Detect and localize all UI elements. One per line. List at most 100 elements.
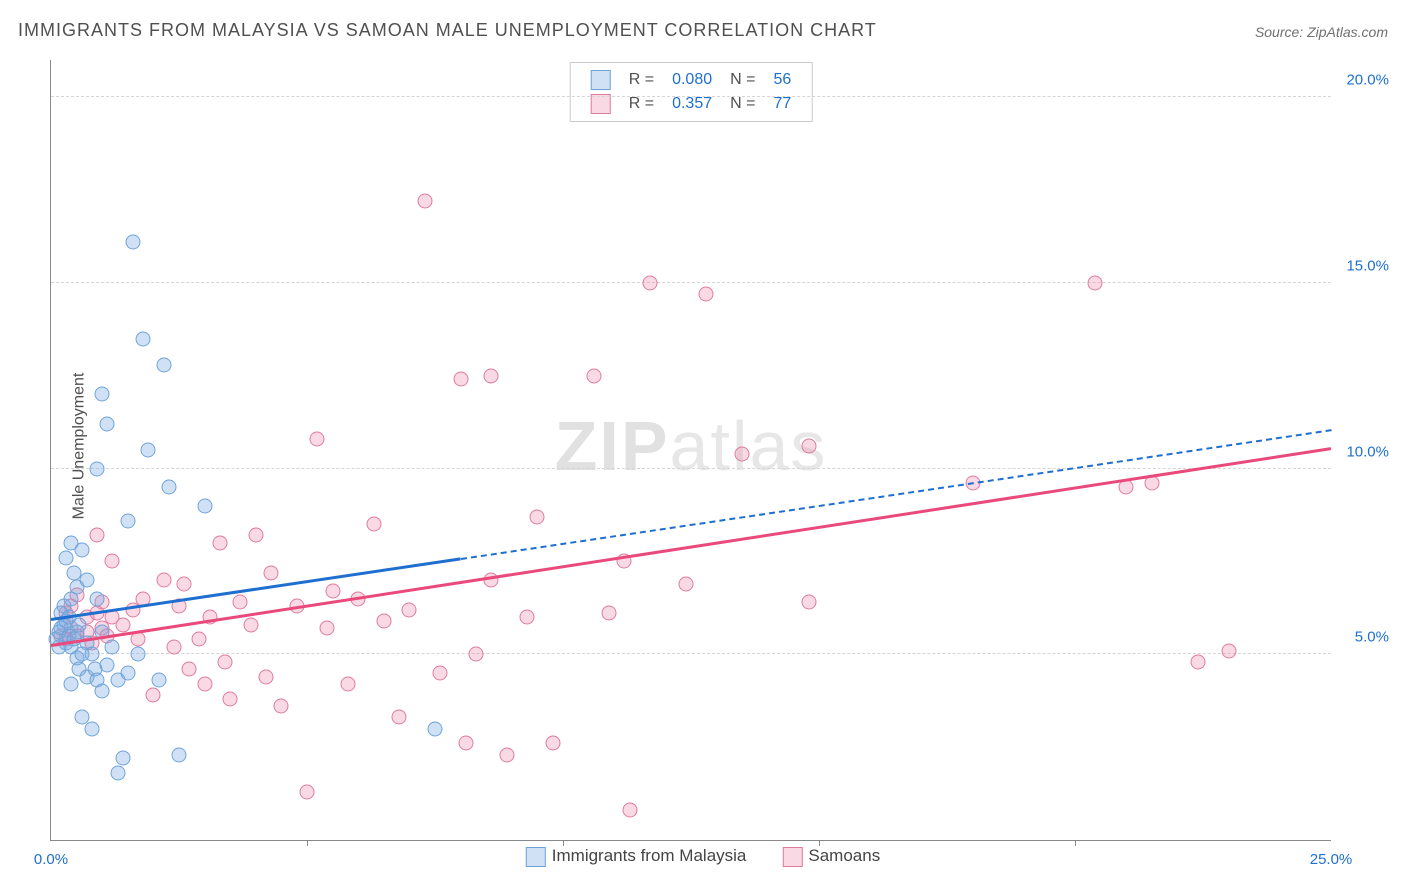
legend-label: Immigrants from Malaysia [552, 846, 747, 865]
data-point [95, 684, 110, 699]
gridline [51, 96, 1331, 97]
y-tick-label: 20.0% [1339, 72, 1389, 89]
data-point [197, 498, 212, 513]
series-legend: Immigrants from Malaysia Samoans [508, 846, 898, 867]
data-point [340, 677, 355, 692]
data-point [545, 736, 560, 751]
legend-row: R =0.080N =56 [583, 69, 800, 91]
trend-line [460, 429, 1331, 560]
data-point [366, 517, 381, 532]
legend-swatch [591, 70, 611, 90]
x-tick-label: 25.0% [1310, 851, 1353, 868]
watermark-bold: ZIP [555, 407, 670, 485]
data-point [125, 235, 140, 250]
data-point [120, 665, 135, 680]
data-point [105, 639, 120, 654]
data-point [300, 784, 315, 799]
data-point [643, 275, 658, 290]
data-point [499, 747, 514, 762]
gridline [51, 653, 1331, 654]
chart-plot-area: ZIPatlas R =0.080N =56R =0.357N =77 5.0%… [50, 60, 1331, 841]
data-point [248, 528, 263, 543]
legend-swatch [782, 847, 802, 867]
data-point [484, 368, 499, 383]
data-point [417, 194, 432, 209]
data-point [428, 721, 443, 736]
data-point [458, 736, 473, 751]
data-point [218, 654, 233, 669]
data-point [120, 513, 135, 528]
data-point [259, 669, 274, 684]
data-point [1190, 654, 1205, 669]
data-point [90, 591, 105, 606]
data-point [325, 584, 340, 599]
data-point [376, 613, 391, 628]
data-point [74, 543, 89, 558]
correlation-legend: R =0.080N =56R =0.357N =77 [570, 62, 813, 122]
data-point [72, 617, 87, 632]
data-point [79, 573, 94, 588]
data-point [115, 751, 130, 766]
data-point [197, 677, 212, 692]
data-point [602, 606, 617, 621]
data-point [310, 431, 325, 446]
legend-item: Immigrants from Malaysia [526, 846, 747, 865]
data-point [64, 677, 79, 692]
data-point [223, 691, 238, 706]
data-point [146, 688, 161, 703]
data-point [1088, 275, 1103, 290]
data-point [402, 602, 417, 617]
data-point [320, 621, 335, 636]
data-point [131, 647, 146, 662]
data-point [433, 665, 448, 680]
legend-n-label: N = [722, 69, 763, 91]
data-point [172, 747, 187, 762]
data-point [699, 287, 714, 302]
data-point [274, 699, 289, 714]
x-tick-label: 0.0% [34, 851, 68, 868]
data-point [100, 417, 115, 432]
data-point [801, 595, 816, 610]
data-point [74, 710, 89, 725]
data-point [243, 617, 258, 632]
header: IMMIGRANTS FROM MALAYSIA VS SAMOAN MALE … [18, 20, 1388, 50]
data-point [530, 509, 545, 524]
data-point [136, 331, 151, 346]
data-point [801, 439, 816, 454]
data-point [264, 565, 279, 580]
data-point [453, 372, 468, 387]
legend-swatch [526, 847, 546, 867]
data-point [105, 554, 120, 569]
data-point [182, 662, 197, 677]
data-point [678, 576, 693, 591]
legend-item: Samoans [782, 846, 880, 865]
data-point [212, 535, 227, 550]
y-tick-label: 15.0% [1339, 257, 1389, 274]
data-point [90, 528, 105, 543]
data-point [141, 443, 156, 458]
data-point [151, 673, 166, 688]
data-point [233, 595, 248, 610]
legend-n-value: 56 [765, 69, 799, 91]
data-point [468, 647, 483, 662]
data-point [84, 721, 99, 736]
x-minor-tick [1075, 840, 1076, 846]
gridline [51, 468, 1331, 469]
y-tick-label: 5.0% [1339, 629, 1389, 646]
x-minor-tick [307, 840, 308, 846]
data-point [586, 368, 601, 383]
gridline [51, 282, 1331, 283]
data-point [90, 461, 105, 476]
data-point [100, 658, 115, 673]
data-point [95, 387, 110, 402]
data-point [59, 550, 74, 565]
data-point [110, 766, 125, 781]
source-label: Source: ZipAtlas.com [1255, 24, 1388, 40]
data-point [156, 573, 171, 588]
data-point [84, 647, 99, 662]
data-point [192, 632, 207, 647]
data-point [392, 710, 407, 725]
data-point [1221, 643, 1236, 658]
data-point [115, 617, 130, 632]
data-point [156, 357, 171, 372]
